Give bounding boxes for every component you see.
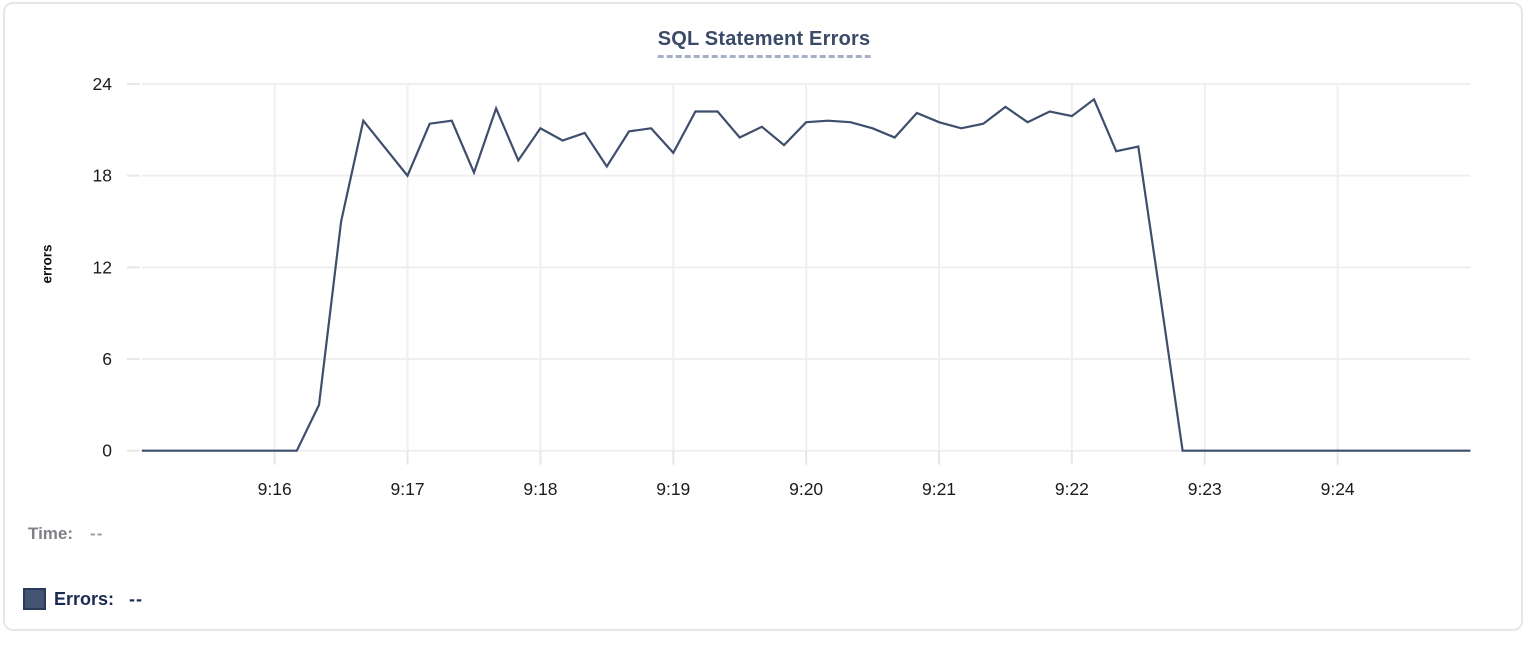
series-line-errors[interactable] xyxy=(141,97,1471,452)
x-tick-label: 9:20 xyxy=(789,479,823,499)
y-tick-label: 12 xyxy=(93,257,112,277)
x-tick-label: 9:18 xyxy=(523,479,557,499)
tooltip-errors-label: Errors: xyxy=(54,588,115,609)
y-tick-label: 0 xyxy=(102,441,112,461)
x-tick-label: 9:16 xyxy=(258,479,292,499)
y-axis-title: errors xyxy=(39,244,55,284)
x-tick-label: 9:23 xyxy=(1188,479,1222,499)
x-tick-label: 9:19 xyxy=(656,479,690,499)
y-tick-label: 24 xyxy=(93,74,113,94)
tooltip-errors-row: Errors: -- xyxy=(23,588,143,610)
y-tick-label: 18 xyxy=(93,166,112,186)
tooltip-time-value: -- xyxy=(90,524,104,543)
tooltip-time-label: Time: xyxy=(28,524,74,543)
x-tick-label: 9:24 xyxy=(1321,479,1355,499)
x-tick-label: 9:17 xyxy=(391,479,425,499)
tooltip-errors-value: -- xyxy=(129,588,144,609)
y-tick-label: 6 xyxy=(102,349,112,369)
x-tick-label: 9:21 xyxy=(922,479,956,499)
chart-card xyxy=(3,2,1523,631)
chart-title[interactable]: SQL Statement Errors xyxy=(657,28,871,58)
errors-series-swatch-icon xyxy=(23,588,46,610)
x-tick-label: 9:22 xyxy=(1055,479,1089,499)
tooltip-time-row: Time: -- xyxy=(28,524,103,544)
